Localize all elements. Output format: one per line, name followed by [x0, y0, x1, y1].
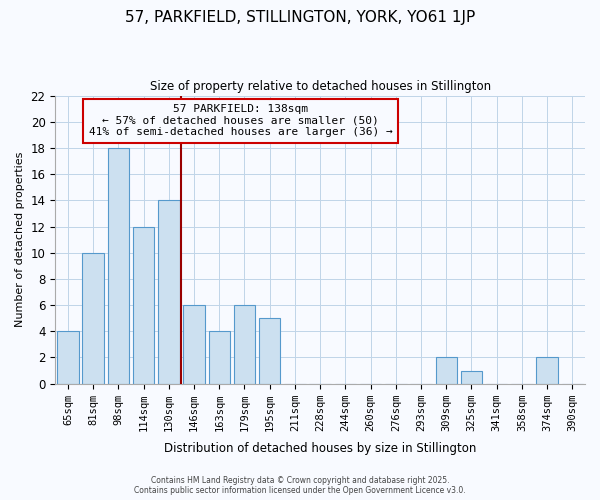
- Bar: [183, 305, 205, 384]
- Bar: [436, 358, 457, 384]
- Bar: [209, 332, 230, 384]
- Bar: [133, 226, 154, 384]
- Bar: [461, 370, 482, 384]
- Bar: [107, 148, 129, 384]
- Bar: [57, 332, 79, 384]
- Text: 57 PARKFIELD: 138sqm
← 57% of detached houses are smaller (50)
41% of semi-detac: 57 PARKFIELD: 138sqm ← 57% of detached h…: [89, 104, 392, 138]
- X-axis label: Distribution of detached houses by size in Stillington: Distribution of detached houses by size …: [164, 442, 476, 455]
- Bar: [259, 318, 280, 384]
- Title: Size of property relative to detached houses in Stillington: Size of property relative to detached ho…: [149, 80, 491, 93]
- Y-axis label: Number of detached properties: Number of detached properties: [15, 152, 25, 328]
- Bar: [536, 358, 558, 384]
- Text: Contains HM Land Registry data © Crown copyright and database right 2025.
Contai: Contains HM Land Registry data © Crown c…: [134, 476, 466, 495]
- Bar: [158, 200, 179, 384]
- Text: 57, PARKFIELD, STILLINGTON, YORK, YO61 1JP: 57, PARKFIELD, STILLINGTON, YORK, YO61 1…: [125, 10, 475, 25]
- Bar: [82, 252, 104, 384]
- Bar: [234, 305, 255, 384]
